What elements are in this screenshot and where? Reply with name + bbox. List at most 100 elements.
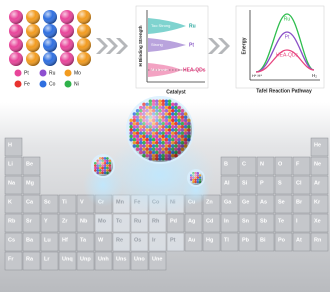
atom-shine xyxy=(77,38,91,52)
legend-label: Fe xyxy=(24,81,30,87)
element-symbol: Na xyxy=(8,180,16,186)
figure: HHeLiBeBCNOFNeNaMgAlSiPSClArKCaScTiVCrMn… xyxy=(0,0,330,292)
element-symbol: Ru xyxy=(134,218,141,224)
element-symbol: Br xyxy=(296,199,303,205)
element-symbol: Si xyxy=(242,180,248,186)
legend-label: Pt xyxy=(24,70,29,76)
element-symbol: Sb xyxy=(260,218,268,224)
element-symbol: Unh xyxy=(98,256,109,262)
element-symbol: Ra xyxy=(26,256,34,262)
element-symbol: W xyxy=(98,237,104,243)
legend-dot xyxy=(65,81,72,88)
curve-label: HEA-QDs xyxy=(276,52,298,58)
element-symbol: Po xyxy=(278,237,286,243)
legend-dot xyxy=(40,70,47,77)
element-symbol: Ba xyxy=(26,237,34,243)
legend-dot xyxy=(40,81,47,88)
element-symbol: Os xyxy=(134,237,141,243)
legend-dot xyxy=(65,70,72,77)
y-label: Energy xyxy=(241,37,247,54)
element-symbol: Al xyxy=(224,180,230,186)
energy-chart: Energy Tafel Reaction Pathway Ru Pt HEA-… xyxy=(236,6,324,94)
atom-shine xyxy=(60,52,74,66)
element-symbol: Kr xyxy=(314,199,321,205)
start-label: H* H* xyxy=(252,73,262,78)
atom-shine xyxy=(26,38,40,52)
legend-dot xyxy=(15,70,22,77)
atom-shine xyxy=(77,24,91,38)
element-symbol: Cl xyxy=(296,180,302,186)
element-symbol: Sr xyxy=(26,218,33,224)
element-symbol: Cd xyxy=(206,218,213,224)
band-level: Moderate xyxy=(151,67,169,72)
sphere-shine xyxy=(93,156,113,176)
element-symbol: O xyxy=(278,161,283,167)
element-symbol: S xyxy=(278,180,282,186)
element-symbol: Mo xyxy=(98,218,107,224)
element-symbol: Re xyxy=(116,237,123,243)
element-symbol: Unp xyxy=(80,256,91,262)
element-symbol: Zn xyxy=(206,199,213,205)
element-symbol: Lu xyxy=(44,237,51,243)
legend-label: Ni xyxy=(74,81,79,87)
atom-shine xyxy=(43,10,57,24)
element-symbol: Rb xyxy=(8,218,16,224)
x-label: Catalyst xyxy=(166,89,186,95)
element-symbol: C xyxy=(242,161,246,167)
element-symbol: Li xyxy=(8,161,13,167)
element-symbol: Xe xyxy=(314,218,321,224)
curve-label: Ru xyxy=(284,16,291,22)
atom-shine xyxy=(9,38,23,52)
element-symbol: Rn xyxy=(314,237,322,243)
element-symbol: Lr xyxy=(44,256,50,262)
atom-shine xyxy=(9,10,23,24)
element-symbol: Pt xyxy=(170,237,176,243)
element-symbol: Ta xyxy=(80,237,87,243)
element-symbol: Ga xyxy=(224,199,232,205)
atom-shine xyxy=(43,52,57,66)
element-symbol: Ca xyxy=(26,199,34,205)
element-symbol: V xyxy=(80,199,84,205)
element-symbol: Rh xyxy=(152,218,160,224)
element-symbol: P xyxy=(260,180,264,186)
element-symbol: Zr xyxy=(62,218,68,224)
element-symbol: He xyxy=(314,142,321,148)
atom-shine xyxy=(26,10,40,24)
band-catalyst: Pt xyxy=(189,42,194,48)
element-symbol: Au xyxy=(188,237,195,243)
atom-shine xyxy=(9,24,23,38)
element-symbol: Sc xyxy=(44,199,51,205)
element-symbol: Be xyxy=(26,161,33,167)
legend-label: Mo xyxy=(74,70,81,76)
element-symbol: Te xyxy=(278,218,284,224)
sphere-shine xyxy=(189,171,203,185)
element-symbol: Y xyxy=(44,218,48,224)
atom-shine xyxy=(77,52,91,66)
legend-label: Ru xyxy=(49,70,56,76)
element-symbol: Tc xyxy=(116,218,122,224)
binding-chart: H Binding Strength Catalyst Too Strong S… xyxy=(136,6,208,95)
element-symbol: Ar xyxy=(314,180,321,186)
element-symbol: B xyxy=(224,161,228,167)
element-symbol: Tl xyxy=(224,237,229,243)
atom-shine xyxy=(60,38,74,52)
atom-shine xyxy=(26,52,40,66)
element-symbol: K xyxy=(8,199,12,205)
atom-shine xyxy=(9,52,23,66)
element-symbol: N xyxy=(260,161,264,167)
y-label: H Binding Strength xyxy=(138,25,143,66)
sphere-shine xyxy=(128,98,192,162)
band-catalyst: HEA-QDs xyxy=(183,67,206,73)
element-symbol: Hf xyxy=(62,237,68,243)
element-symbol: Pb xyxy=(242,237,250,243)
x-label: Tafel Reaction Pathway xyxy=(256,88,312,94)
atom-shine xyxy=(43,38,57,52)
element-symbol: Mg xyxy=(26,180,34,186)
element-symbol: At xyxy=(296,237,302,243)
legend-label: Co xyxy=(49,81,56,87)
atom-shine xyxy=(43,24,57,38)
atom-shine xyxy=(26,24,40,38)
atom-shine xyxy=(60,10,74,24)
element-symbol: Ge xyxy=(242,199,249,205)
legend-dot xyxy=(15,81,22,88)
